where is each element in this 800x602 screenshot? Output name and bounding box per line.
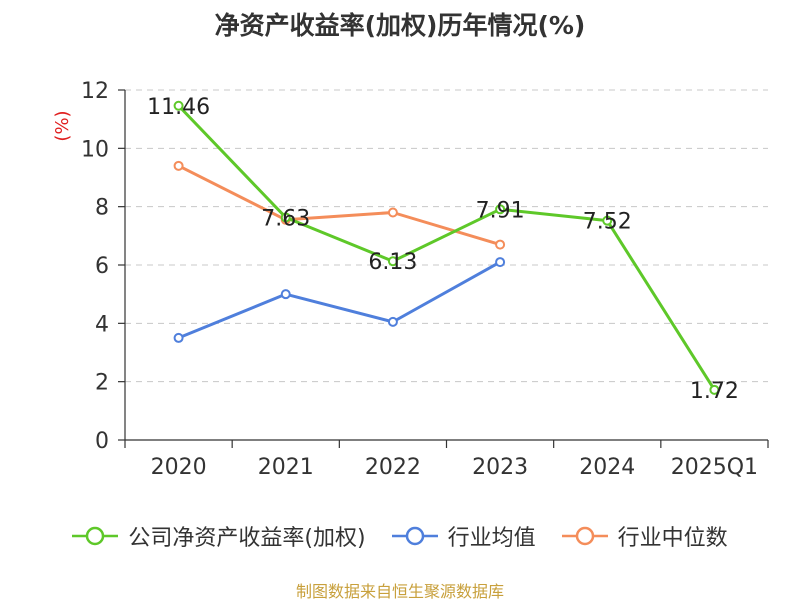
x-tick-label: 2025Q1 xyxy=(671,455,758,480)
x-tick-label: 2024 xyxy=(579,455,635,480)
y-tick-label: 4 xyxy=(95,312,109,337)
data-label: 7.91 xyxy=(476,198,525,223)
legend-item[interactable]: 行业中位数 xyxy=(561,520,728,552)
legend-swatch xyxy=(561,526,608,546)
legend-swatch-marker xyxy=(86,526,105,546)
data-label: 7.52 xyxy=(583,210,632,235)
legend-item[interactable]: 行业均值 xyxy=(391,520,536,552)
legend-swatch-marker xyxy=(575,526,594,546)
data-point xyxy=(387,316,398,327)
legend-label: 公司净资产收益率(加权) xyxy=(128,526,366,551)
data-point xyxy=(173,160,184,171)
x-tick-label: 2022 xyxy=(365,455,421,480)
data-point xyxy=(709,384,720,395)
x-tick-label: 2021 xyxy=(258,455,314,480)
axis-layer: 0 2 4 6 8 10 12 (%) 2020 2021 2022 2023 2024 2025Q1 xyxy=(52,79,769,480)
chart-title: 净资产收益率(加权)历年情况(%) xyxy=(214,11,586,40)
data-point xyxy=(495,204,506,215)
data-label: 7.63 xyxy=(261,206,310,231)
legend-swatch-marker xyxy=(405,526,424,546)
legend-item[interactable]: 公司净资产收益率(加权) xyxy=(72,520,366,552)
data-label: 11.46 xyxy=(147,95,210,120)
data-point xyxy=(495,239,506,250)
data-point xyxy=(387,256,398,267)
y-tick-label: 10 xyxy=(81,137,109,162)
source-note: 制图数据来自恒生聚源数据库 xyxy=(295,582,504,601)
data-point xyxy=(280,212,291,223)
label-layer: 11.46 7.63 6.13 7.91 7.52 1.72 xyxy=(147,95,739,404)
data-point xyxy=(387,207,398,218)
y-tick-label: 2 xyxy=(95,371,109,396)
data-label: 6.13 xyxy=(368,250,417,275)
y-tick-label: 8 xyxy=(95,196,109,221)
series-layer xyxy=(173,100,720,395)
legend: 公司净资产收益率(加权) 行业均值 行业中位数 xyxy=(0,520,800,552)
data-point xyxy=(280,289,291,300)
grid-layer xyxy=(125,89,768,383)
data-point xyxy=(495,257,506,268)
series-line xyxy=(177,104,716,391)
legend-label: 行业均值 xyxy=(447,526,536,551)
x-tick-label: 2020 xyxy=(151,455,207,480)
data-point xyxy=(173,332,184,343)
legend-swatch xyxy=(391,526,438,546)
series-line xyxy=(178,260,501,340)
data-label: 1.72 xyxy=(690,379,739,404)
y-tick-label: 6 xyxy=(95,254,109,279)
y-tick-label: 0 xyxy=(95,429,109,454)
legend-label: 行业中位数 xyxy=(617,526,728,551)
y-tick-label: 12 xyxy=(81,79,109,104)
y-axis-label: (%) xyxy=(52,110,73,141)
series-line xyxy=(177,164,501,247)
data-point xyxy=(173,100,184,111)
legend-swatch xyxy=(72,526,119,546)
x-tick-label: 2023 xyxy=(472,455,528,480)
data-point xyxy=(602,215,613,226)
